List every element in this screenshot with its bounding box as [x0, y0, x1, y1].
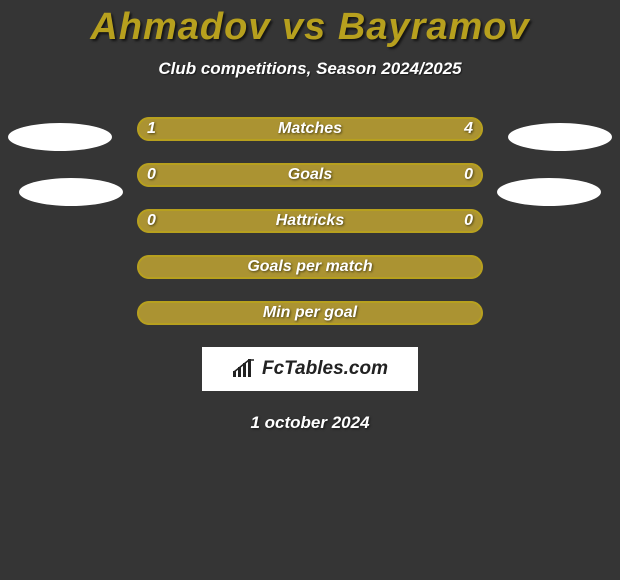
comparison-rows: 14Matches 00Goals 00Hattricks Goals per mat…	[137, 117, 483, 325]
comparison-row: 00Goals	[137, 163, 483, 187]
decorative-ellipse	[497, 178, 601, 206]
row-label: Hattricks	[137, 209, 483, 233]
row-label: Matches	[137, 117, 483, 141]
comparison-row: Min per goal	[137, 301, 483, 325]
comparison-row: 14Matches	[137, 117, 483, 141]
page-subtitle: Club competitions, Season 2024/2025	[0, 59, 620, 79]
decorative-ellipse	[19, 178, 123, 206]
comparison-row: 00Hattricks	[137, 209, 483, 233]
row-label: Min per goal	[137, 301, 483, 325]
decorative-ellipse	[8, 123, 112, 151]
brand-text: FcTables.com	[262, 358, 388, 380]
decorative-ellipse	[508, 123, 612, 151]
date-label: 1 october 2024	[0, 413, 620, 433]
comparison-row: Goals per match	[137, 255, 483, 279]
brand-badge: FcTables.com	[202, 347, 418, 391]
row-label: Goals	[137, 163, 483, 187]
chart-icon	[232, 359, 256, 379]
row-label: Goals per match	[137, 255, 483, 279]
page-title: Ahmadov vs Bayramov	[0, 0, 620, 49]
